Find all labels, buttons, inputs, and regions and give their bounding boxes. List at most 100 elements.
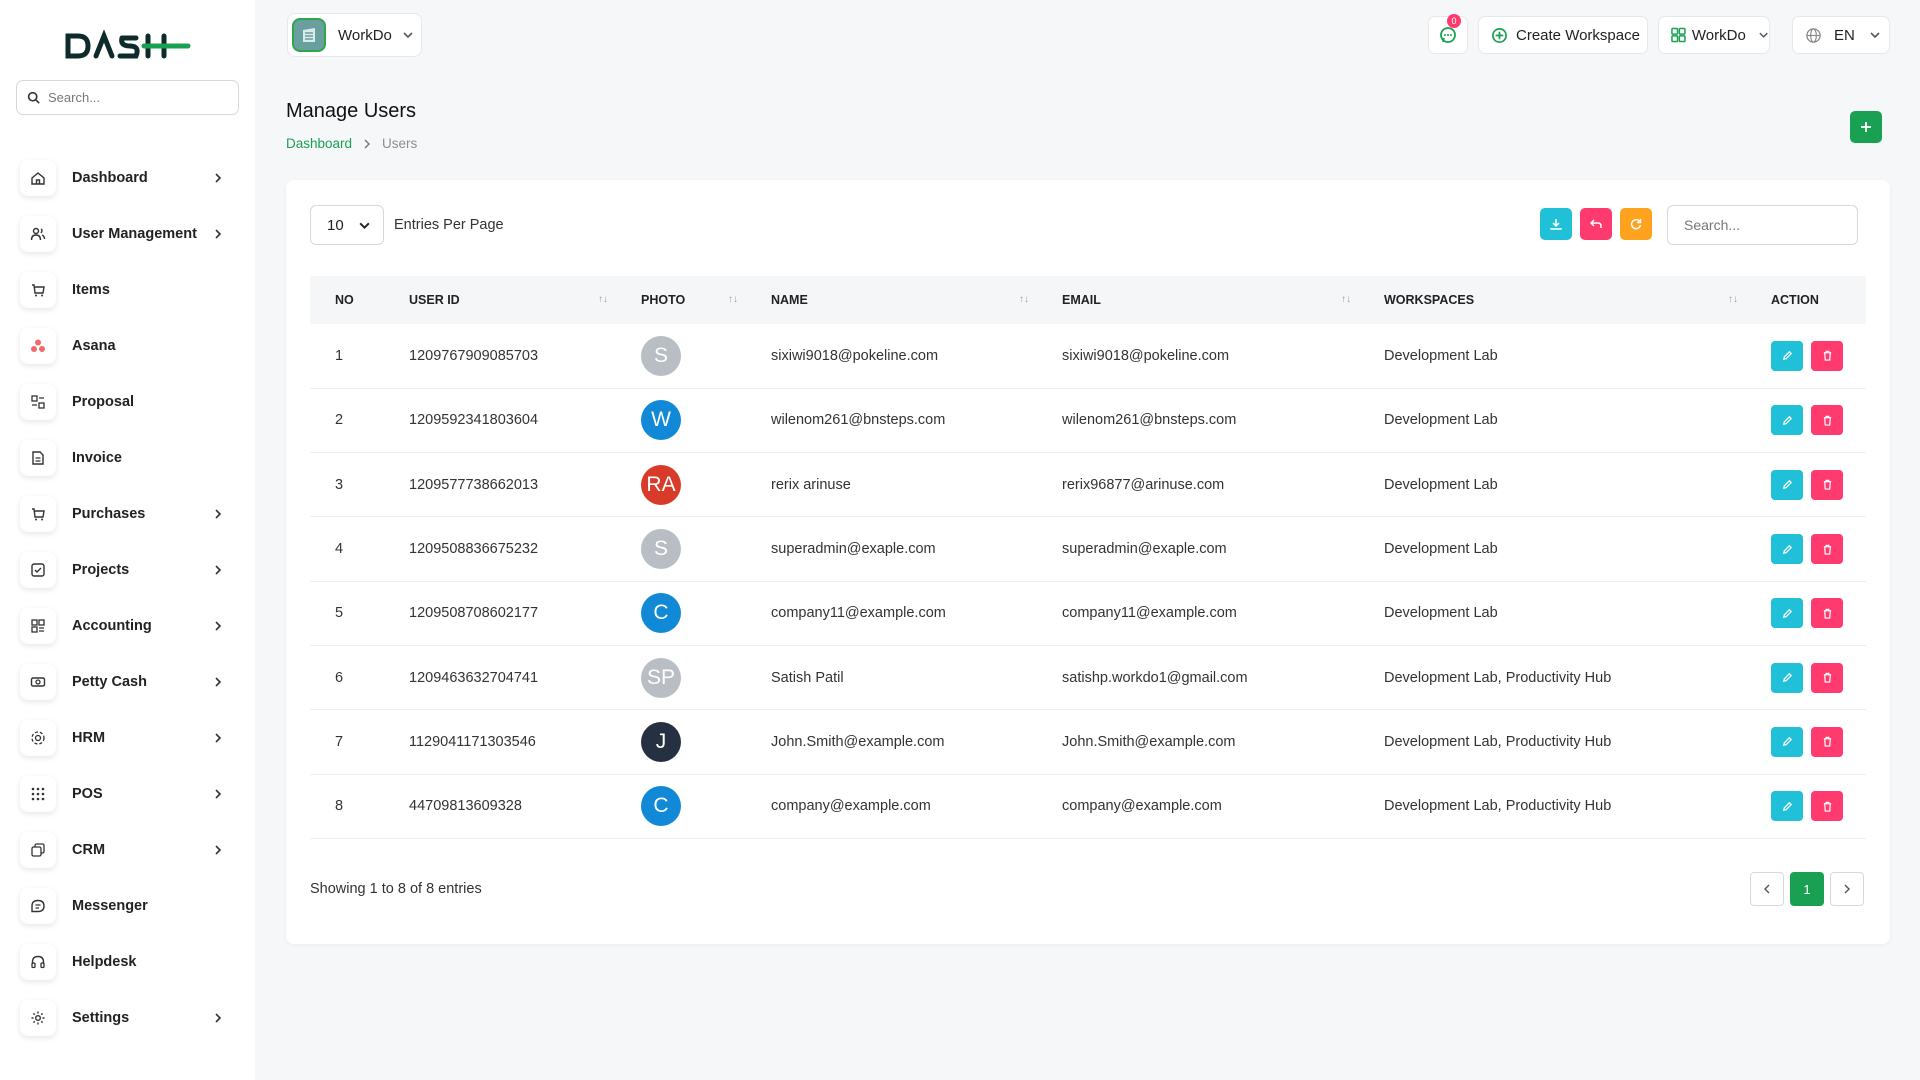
accounting-icon: [20, 608, 56, 644]
table-search-input[interactable]: [1667, 205, 1858, 245]
sidebar-item-messenger[interactable]: Messenger: [20, 878, 235, 934]
next-page-button[interactable]: [1830, 872, 1864, 906]
cell-action: [1746, 581, 1866, 645]
column-header-workspaces[interactable]: WORKSPACES ↑↓: [1384, 293, 1738, 307]
cell-photo: W: [616, 388, 746, 452]
dash-logo[interactable]: [64, 28, 194, 64]
cell-name: sixiwi9018@pokeline.com: [771, 347, 939, 364]
entries-control: 10 Entries Per Page: [310, 205, 504, 245]
messages-button[interactable]: 0: [1428, 14, 1468, 54]
breadcrumb-current: Users: [382, 136, 418, 151]
trash-icon: [1823, 544, 1831, 555]
cell-workspaces: Development Lab: [1384, 347, 1498, 364]
cell-photo: RA: [616, 453, 746, 517]
cell-photo: C: [616, 774, 746, 838]
chevron-right-icon: [215, 173, 222, 183]
sidebar-item-proposal[interactable]: Proposal: [20, 374, 235, 430]
edit-button[interactable]: [1771, 726, 1803, 757]
avatar: RA: [641, 464, 681, 505]
sidebar-item-petty-cash[interactable]: Petty Cash: [20, 654, 235, 710]
sidebar-item-label: Items: [72, 282, 110, 298]
pencil-icon: [1782, 608, 1792, 618]
showing-entries-text: Showing 1 to 8 of 8 entries: [310, 881, 482, 897]
sidebar-item-asana[interactable]: Asana: [20, 318, 235, 374]
avatar: W: [641, 400, 681, 441]
sidebar-item-settings[interactable]: Settings: [20, 990, 235, 1046]
pencil-icon: [1782, 415, 1792, 425]
delete-button[interactable]: [1811, 340, 1843, 371]
delete-button[interactable]: [1811, 405, 1843, 436]
search-icon: [27, 91, 40, 104]
cart-icon: [20, 272, 56, 308]
edit-button[interactable]: [1771, 791, 1803, 822]
edit-button[interactable]: [1771, 662, 1803, 693]
sidebar-item-pos[interactable]: POS: [20, 766, 235, 822]
sidebar-search-input[interactable]: [48, 90, 228, 105]
delete-button[interactable]: [1811, 469, 1843, 500]
chevron-left-icon: [1764, 884, 1770, 894]
create-workspace-button[interactable]: Create Workspace: [1478, 16, 1648, 54]
sidebar-item-user-management[interactable]: User Management: [20, 206, 235, 262]
pencil-icon: [1782, 480, 1792, 490]
sidebar-item-purchases[interactable]: Purchases: [20, 486, 235, 542]
sidebar-search[interactable]: [16, 80, 239, 115]
page-button-1[interactable]: 1: [1790, 872, 1824, 906]
sidebar-item-dashboard[interactable]: Dashboard: [20, 150, 235, 206]
add-user-button[interactable]: [1850, 111, 1882, 143]
plus-circle-icon: [1492, 27, 1507, 43]
edit-button[interactable]: [1771, 469, 1803, 500]
column-header-photo[interactable]: PHOTO ↑↓: [641, 293, 738, 307]
sidebar-item-invoice[interactable]: Invoice: [20, 430, 235, 486]
edit-button[interactable]: [1771, 405, 1803, 436]
column-header-name[interactable]: NAME ↑↓: [771, 293, 1029, 307]
workspace-switcher[interactable]: WorkDo: [287, 13, 422, 57]
users-card: 10 Entries Per Page NO USER ID↑↓ PHOTO↑↓…: [286, 180, 1890, 944]
language-selector[interactable]: EN: [1792, 16, 1890, 54]
delete-button[interactable]: [1811, 598, 1843, 629]
download-icon: [1550, 219, 1562, 230]
cell-no: 4: [335, 541, 344, 558]
breadcrumb-dashboard-link[interactable]: Dashboard: [286, 136, 353, 151]
delete-button[interactable]: [1811, 726, 1843, 757]
chevron-down-icon: [403, 32, 413, 39]
sidebar-item-crm[interactable]: CRM: [20, 822, 235, 878]
chevron-right-icon: [215, 845, 222, 855]
prev-page-button[interactable]: [1750, 872, 1784, 906]
edit-button[interactable]: [1771, 340, 1803, 371]
sidebar-item-hrm[interactable]: HRM: [20, 710, 235, 766]
trash-icon: [1823, 415, 1831, 426]
sidebar-item-items[interactable]: Items: [20, 262, 235, 318]
entries-per-page-select[interactable]: 10: [310, 205, 384, 245]
delete-button[interactable]: [1811, 791, 1843, 822]
sidebar-item-accounting[interactable]: Accounting: [20, 598, 235, 654]
proposal-icon: [20, 384, 56, 420]
chevron-right-icon: [215, 789, 222, 799]
workspace-menu-button[interactable]: WorkDo: [1658, 16, 1770, 54]
sidebar-item-helpdesk[interactable]: Helpdesk: [20, 934, 235, 990]
grid-icon: [20, 776, 56, 812]
chat-icon: [1440, 27, 1456, 43]
cell-photo: SP: [616, 645, 746, 709]
cell-no: 3: [335, 476, 344, 493]
trash-icon: [1823, 737, 1831, 748]
cell-user-id: 44709813609328: [409, 798, 522, 815]
projects-icon: [20, 552, 56, 588]
cell-workspaces: Development Lab: [1384, 412, 1498, 429]
cell-action: [1746, 645, 1866, 709]
chat-icon: [20, 888, 56, 924]
edit-button[interactable]: [1771, 598, 1803, 629]
column-header-user-id[interactable]: USER ID ↑↓: [409, 293, 608, 307]
export-button[interactable]: [1540, 208, 1572, 240]
reset-button[interactable]: [1580, 208, 1612, 240]
refresh-button[interactable]: [1620, 208, 1652, 240]
delete-button[interactable]: [1811, 662, 1843, 693]
column-header-email[interactable]: EMAIL ↑↓: [1062, 293, 1351, 307]
delete-button[interactable]: [1811, 534, 1843, 565]
edit-button[interactable]: [1771, 534, 1803, 565]
cell-action: [1746, 517, 1866, 581]
chevron-right-icon: [1844, 884, 1850, 894]
cell-user-id: 1209767909085703: [409, 347, 539, 364]
sidebar-item-projects[interactable]: Projects: [20, 542, 235, 598]
